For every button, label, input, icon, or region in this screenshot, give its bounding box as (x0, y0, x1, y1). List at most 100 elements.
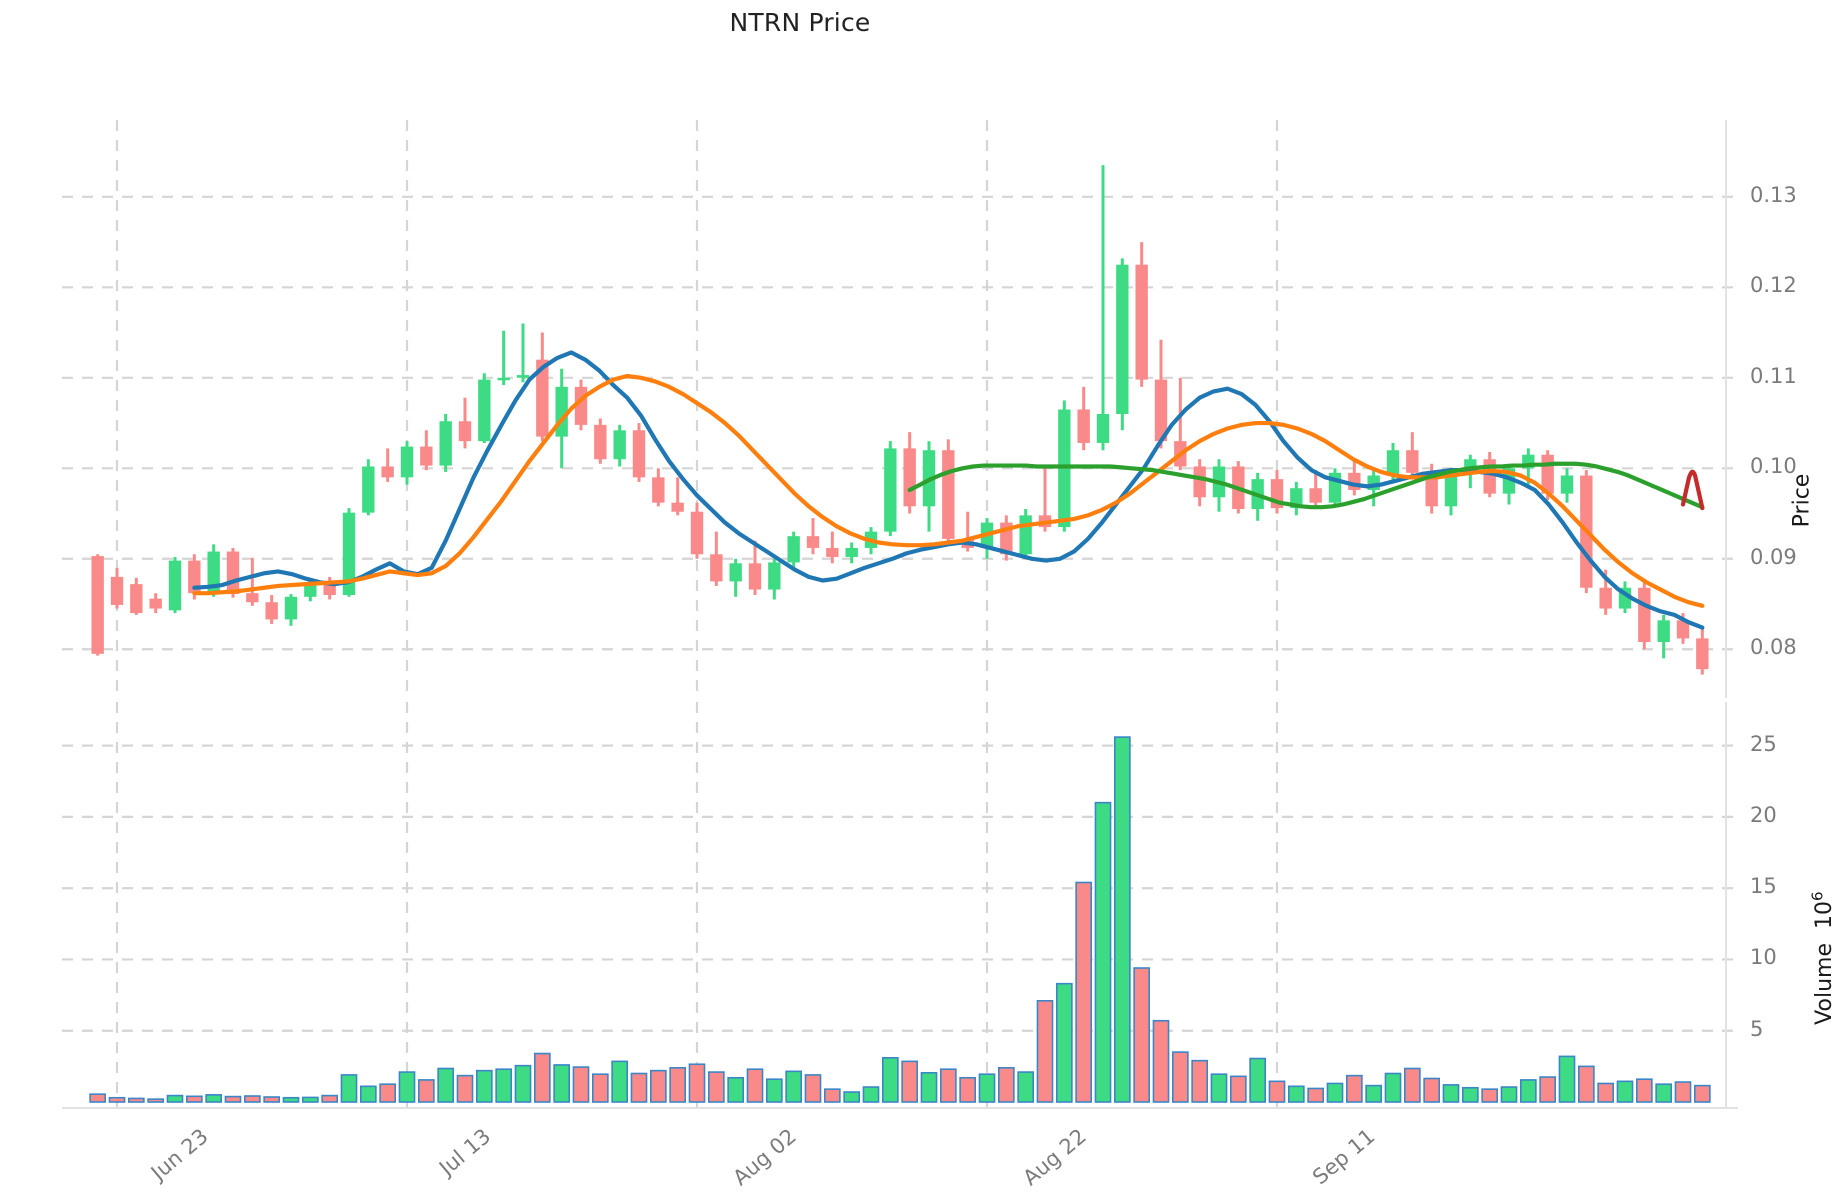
candle-body (265, 602, 278, 620)
candle-body (632, 430, 646, 478)
ma-red-line (1680, 469, 1705, 511)
volume-bar (1113, 736, 1131, 1103)
volume-bar (359, 1085, 377, 1103)
candle-body (1019, 515, 1032, 555)
volume-bar (437, 1067, 455, 1103)
volume-bar (669, 1066, 687, 1103)
chart-title: NTRN Price (729, 8, 871, 37)
volume-bar (804, 1074, 822, 1103)
volume-bar (1481, 1088, 1499, 1103)
candle-body (1696, 638, 1709, 670)
candle-body (671, 502, 684, 512)
volume-bar (1500, 1086, 1518, 1103)
volume-bar (1229, 1075, 1247, 1103)
volume-bar (1191, 1059, 1209, 1103)
grid-layer (62, 120, 1738, 1109)
volume-bar (456, 1074, 474, 1103)
volume-bar (379, 1083, 397, 1103)
volume-bar (166, 1094, 184, 1103)
volume-bar (843, 1091, 861, 1103)
candle-body (478, 379, 491, 442)
candle-body (516, 375, 530, 378)
volume-tick-label: 10 (1750, 945, 1777, 970)
candle-body (652, 477, 665, 503)
candle-body (381, 466, 394, 478)
volume-bar (1461, 1086, 1479, 1103)
candle-body (710, 554, 723, 582)
volume-bar (1268, 1080, 1286, 1103)
candle-body (613, 430, 626, 460)
candle-body (400, 446, 414, 478)
candle-body (284, 596, 298, 620)
candle-body (1096, 414, 1110, 443)
volume-bar (147, 1098, 165, 1103)
volume-bar (1210, 1073, 1228, 1103)
volume-bars-layer (89, 736, 1711, 1103)
price-tick-label: 0.08 (1750, 635, 1797, 660)
candle-body (748, 563, 762, 590)
volume-bar (89, 1093, 107, 1103)
candle-body (168, 560, 182, 611)
volume-bar (514, 1064, 532, 1103)
volume-bar (727, 1076, 745, 1103)
volume-bar (1075, 881, 1093, 1103)
volume-tick-label: 5 (1750, 1016, 1764, 1041)
candle-body (1599, 587, 1612, 609)
candle-body (1444, 472, 1458, 507)
volume-bar (533, 1052, 551, 1103)
volume-bar (765, 1078, 783, 1103)
volume-bar (862, 1086, 880, 1103)
volume-bar (920, 1071, 938, 1103)
candle-body (729, 563, 742, 582)
volume-bar (475, 1069, 493, 1103)
candle-body (1560, 475, 1574, 494)
volume-bar (1693, 1084, 1711, 1103)
candle-body (246, 593, 259, 603)
candle-body (110, 576, 124, 605)
volume-bar (1519, 1079, 1537, 1103)
candle-body (420, 446, 433, 466)
volume-bar (282, 1096, 300, 1103)
volume-bar (939, 1068, 957, 1103)
volume-bar (263, 1096, 281, 1103)
candle-body (768, 562, 781, 590)
candle-body (1309, 488, 1322, 503)
candle-body (826, 547, 839, 557)
candle-body (497, 377, 510, 381)
volume-bar (243, 1095, 261, 1103)
volume-bar (572, 1066, 590, 1103)
candle-body (207, 551, 220, 594)
candle-body (787, 536, 800, 563)
candle-body (1348, 472, 1361, 491)
candle-body (188, 560, 201, 594)
volume-bar (1307, 1087, 1325, 1103)
volume-bar (1597, 1082, 1615, 1103)
moving-average-layer (192, 350, 1705, 630)
volume-bar (417, 1079, 435, 1103)
candle-body (342, 512, 356, 595)
candle-body (1386, 450, 1400, 476)
volume-bar (301, 1096, 319, 1103)
volume-bar (1403, 1067, 1421, 1103)
volume-bar (1036, 999, 1054, 1103)
volume-bar (340, 1074, 358, 1103)
volume-bar (1674, 1081, 1692, 1103)
volume-bar (881, 1057, 899, 1103)
candle-body (362, 466, 375, 513)
candle-body (226, 551, 240, 595)
volume-bar (1539, 1076, 1557, 1103)
ma-orange-line (192, 373, 1705, 608)
volume-bar (1171, 1051, 1189, 1103)
volume-bar (1365, 1084, 1383, 1103)
candle-body (149, 598, 162, 609)
candle-body (439, 421, 452, 466)
candle-body (884, 448, 897, 532)
candle-body (1657, 620, 1670, 643)
volume-bar (127, 1097, 145, 1103)
volume-axis-title: Volume 106 (1808, 891, 1837, 1025)
volume-bar (1345, 1074, 1363, 1103)
volume-bar (1635, 1078, 1653, 1103)
volume-bar (495, 1068, 513, 1103)
